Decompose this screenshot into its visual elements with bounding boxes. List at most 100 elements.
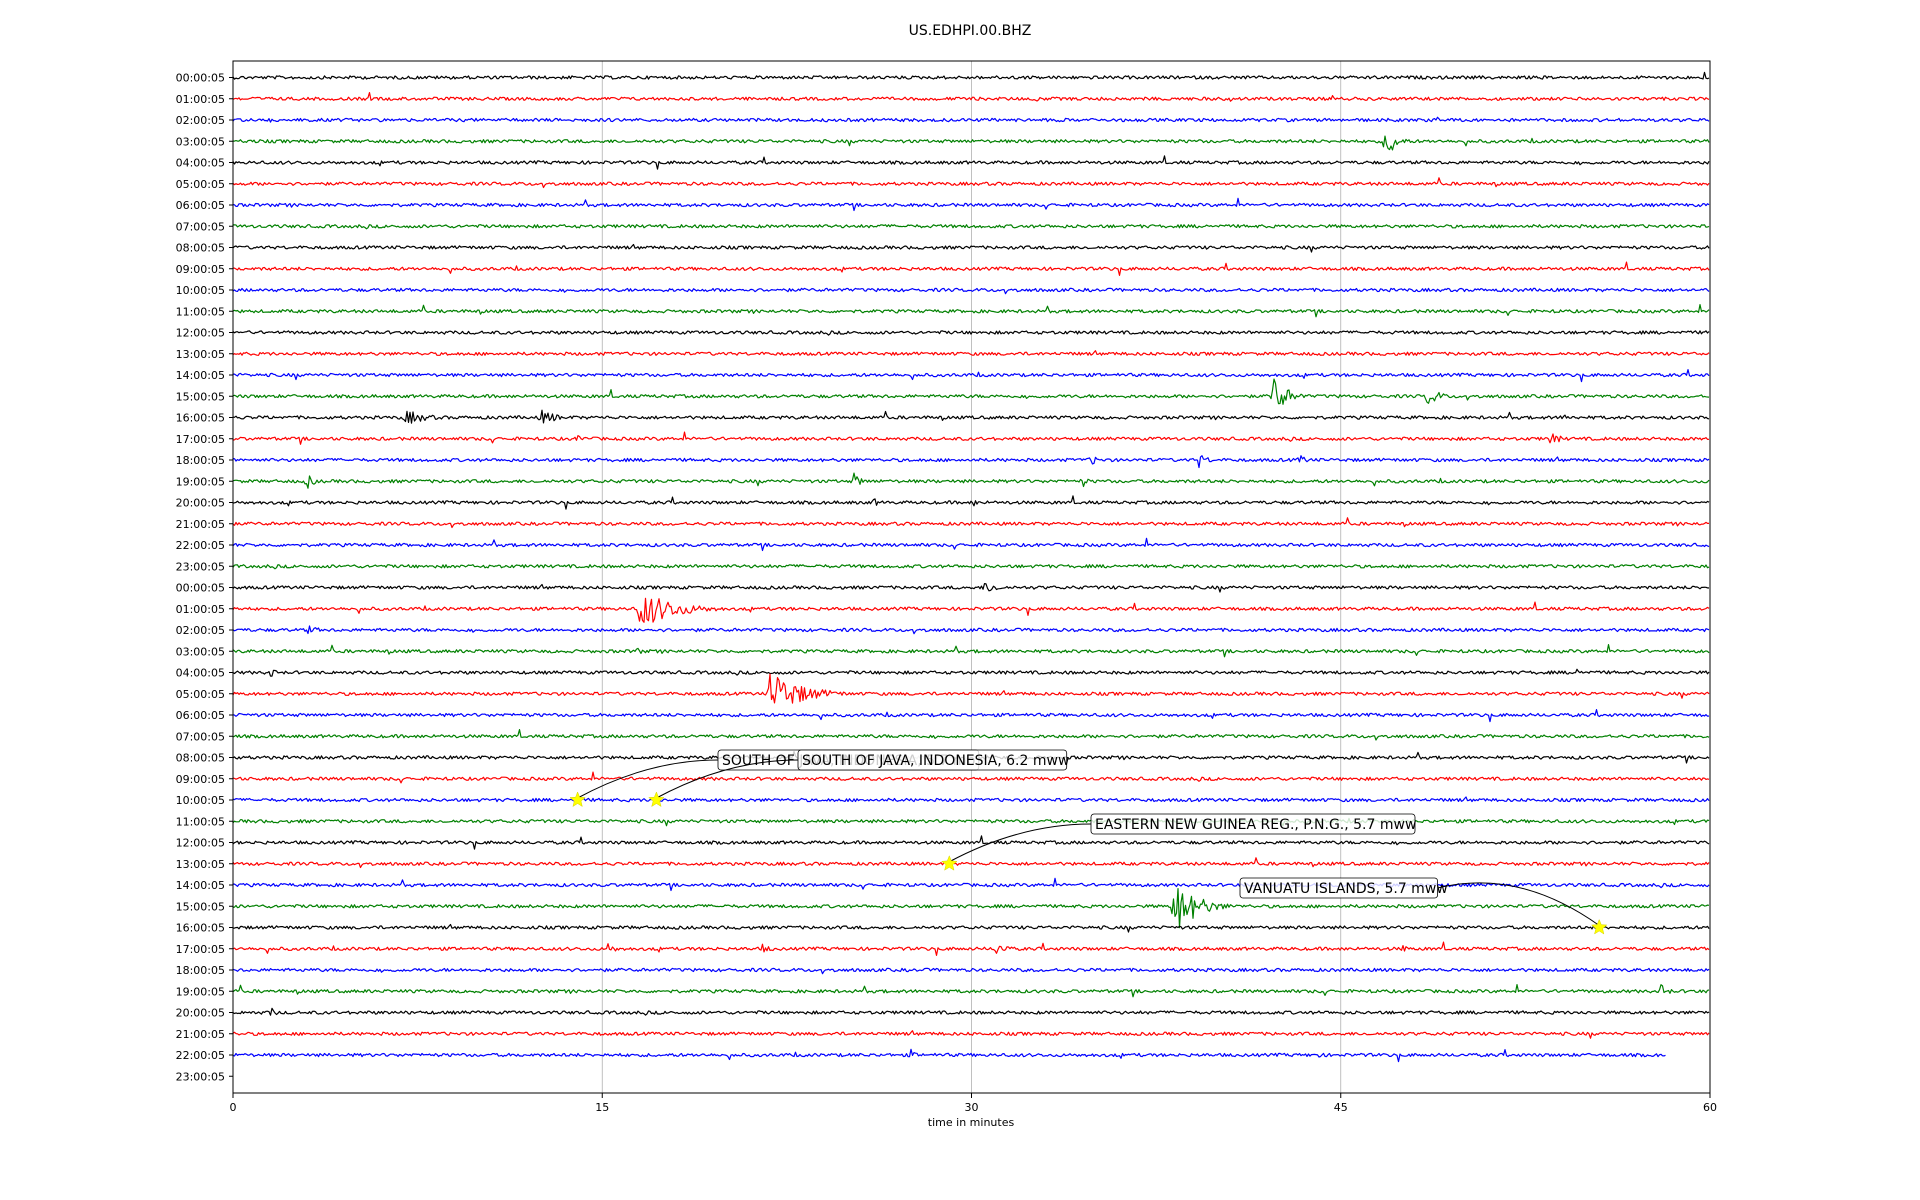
y-tick-label-7: 07:00:05 [176,220,225,233]
trace-row-20 [232,495,1710,510]
y-tick-label-22: 22:00:05 [176,539,225,552]
trace-row-19 [232,472,1710,489]
x-gridlines [601,61,1342,1093]
y-tick-label-16: 16:00:05 [176,412,225,425]
y-tick-label-1: 01:00:05 [176,93,225,106]
y-tick-label-25: 01:00:05 [176,603,225,616]
trace-row-26 [232,625,1710,635]
y-tick-label-32: 08:00:05 [176,752,225,765]
trace-row-4 [232,155,1710,170]
y-tick-label-30: 06:00:05 [176,709,225,722]
trace-row-6 [232,197,1710,212]
chart-title: US.EDHPI.00.BHZ [909,23,1032,39]
y-tick-label-12: 12:00:05 [176,327,225,340]
y-tick-label-43: 19:00:05 [176,985,225,998]
x-tick-label-2: 30 [965,1101,979,1114]
trace-row-35 [232,817,1710,827]
trace-row-10 [232,287,1710,295]
y-tick-label-5: 05:00:05 [176,178,225,191]
y-tick-label-27: 03:00:05 [176,645,225,658]
trace-row-41 [232,941,1710,956]
trace-row-11 [232,304,1710,318]
y-tick-label-17: 17:00:05 [176,433,225,446]
trace-row-23 [232,564,1710,570]
trace-row-9 [232,261,1710,276]
y-tick-label-2: 02:00:05 [176,114,225,127]
trace-row-30 [232,709,1710,723]
trace-row-8 [232,243,1710,253]
y-tick-label-29: 05:00:05 [176,688,225,701]
event-annotation-1: SOUTH OF JAVA, INDONESIA, 6.2 mww [656,749,1069,799]
event-annotation-2: EASTERN NEW GUINEA REG., P.N.G., 5.7 mww [949,813,1416,863]
y-tick-label-6: 06:00:05 [176,199,225,212]
y-tick-label-14: 14:00:05 [176,369,225,382]
y-tick-label-44: 20:00:05 [176,1007,225,1020]
trace-row-40 [232,923,1710,933]
event-annotations: SOUTH OF JAVA, INDONESIA, 5.7 mbSOUTH OF… [569,749,1608,935]
trace-row-34 [232,796,1710,803]
y-tick-label-31: 07:00:05 [176,730,225,743]
y-tick-label-35: 11:00:05 [176,815,225,828]
trace-row-45 [232,1030,1710,1039]
trace-row-27 [232,644,1710,658]
trace-row-39 [232,888,1710,929]
y-tick-label-8: 08:00:05 [176,242,225,255]
y-tick-label-45: 21:00:05 [176,1028,225,1041]
x-tick-label-4: 60 [1703,1101,1717,1114]
y-tick-label-36: 12:00:05 [176,837,225,850]
event-star-0 [569,791,586,808]
trace-row-12 [232,330,1710,336]
event-connector-1 [656,759,799,799]
y-tick-label-41: 17:00:05 [176,943,225,956]
y-tick-label-11: 11:00:05 [176,305,225,318]
y-tick-label-33: 09:00:05 [176,773,225,786]
y-tick-label-26: 02:00:05 [176,624,225,637]
event-connector-2 [949,823,1092,863]
event-annotation-3: VANUATU ISLANDS, 5.7 mww [1239,877,1600,926]
event-markers [569,791,1608,935]
trace-row-13 [232,350,1710,356]
y-tick-label-4: 04:00:05 [176,157,225,170]
y-tick-label-18: 18:00:05 [176,454,225,467]
trace-row-3 [232,135,1710,151]
x-tick-label-1: 15 [595,1101,609,1114]
y-tick-label-28: 04:00:05 [176,667,225,680]
y-tick-label-46: 22:00:05 [176,1049,225,1062]
trace-row-18 [232,455,1710,469]
trace-row-36 [232,835,1710,850]
trace-row-14 [232,369,1710,383]
trace-row-31 [232,729,1710,741]
trace-row-43 [232,984,1710,998]
trace-row-21 [232,517,1709,529]
trace-row-0 [232,71,1710,80]
event-star-3 [1590,918,1608,935]
event-connector-3 [1437,882,1600,926]
y-tick-label-23: 23:00:05 [176,560,225,573]
event-connector-0 [577,759,719,799]
y-tick-label-21: 21:00:05 [176,518,225,531]
trace-row-15 [232,378,1710,405]
trace-row-33 [232,771,1710,784]
y-tick-label-39: 15:00:05 [176,900,225,913]
trace-row-22 [232,537,1710,552]
trace-row-24 [232,583,1710,593]
trace-row-25 [232,597,1710,623]
trace-row-28 [232,668,1710,677]
event-star-1 [648,791,665,808]
trace-row-2 [232,116,1710,123]
y-tick-label-10: 10:00:05 [176,284,225,297]
event-star-2 [941,855,958,871]
y-tick-label-24: 00:00:05 [176,582,225,595]
y-tick-label-34: 10:00:05 [176,794,225,807]
y-tick-label-0: 00:00:05 [176,72,225,85]
seismic-traces [232,71,1710,1063]
trace-row-1 [232,92,1710,102]
y-tick-label-3: 03:00:05 [176,135,225,148]
y-tick-label-47: 23:00:05 [176,1070,225,1083]
trace-row-44 [232,1007,1710,1016]
y-axis-ticks: 00:00:05 01:00:05 02:00:05 03:00:05 04:00:05… [176,72,233,1083]
trace-row-17 [232,431,1710,445]
y-tick-label-37: 13:00:05 [176,858,225,871]
trace-row-5 [232,177,1710,189]
